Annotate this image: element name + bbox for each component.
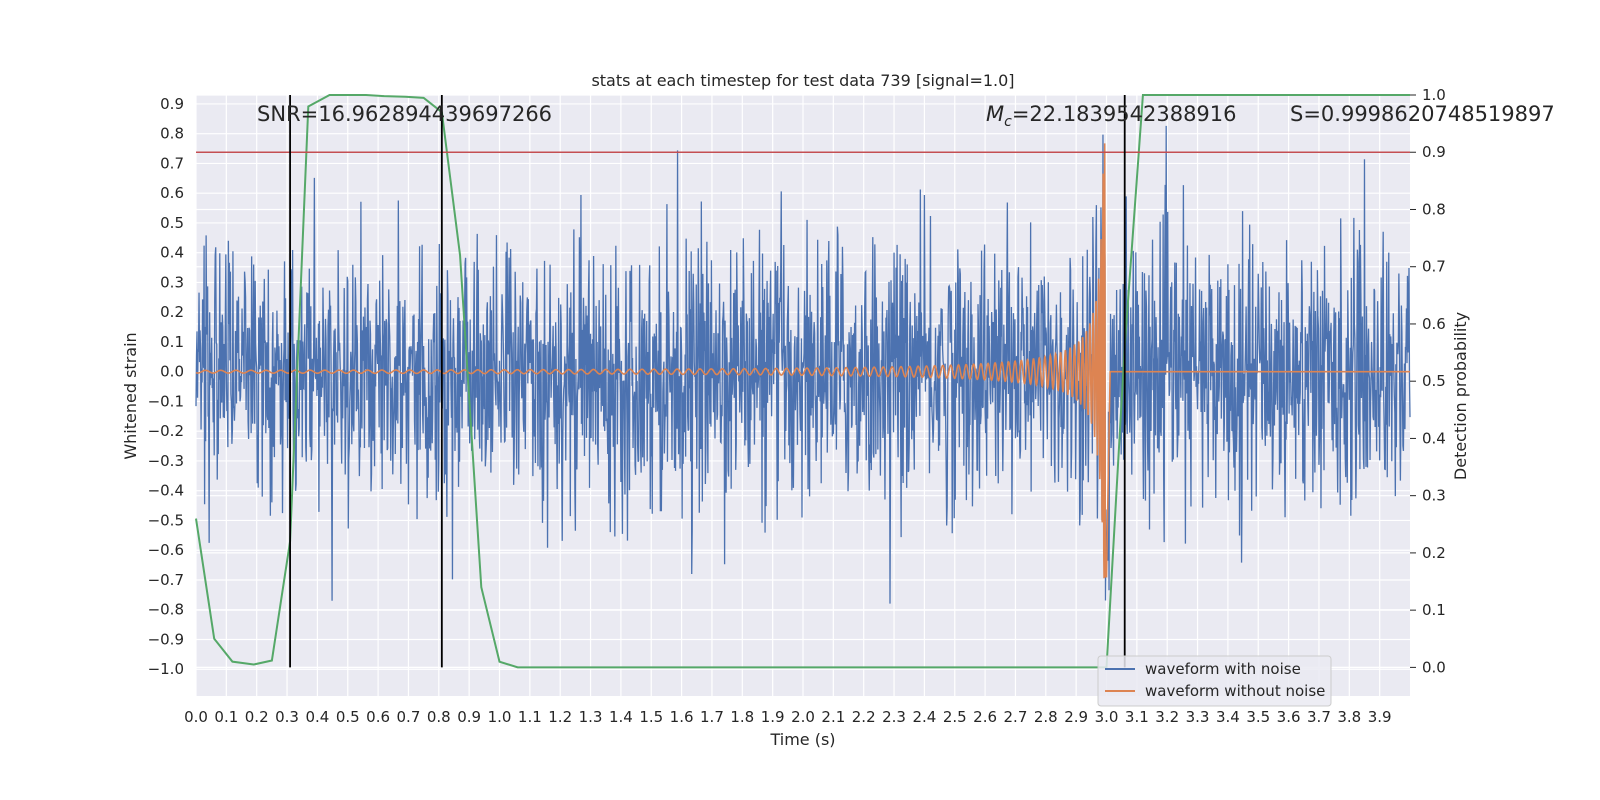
- y-left-tick-label: −1.0: [148, 660, 184, 678]
- x-tick-label: 3.2: [1155, 708, 1179, 726]
- mc-value: =22.1839542388916: [1012, 102, 1237, 126]
- x-tick-label: 2.9: [1064, 708, 1088, 726]
- y-left-tick-label: 0.6: [160, 184, 184, 202]
- x-tick-label: 3.0: [1095, 708, 1119, 726]
- y-left-tick-label: −0.2: [148, 422, 184, 440]
- probability-line: [195, 94, 1410, 669]
- y-left-tick-label: 0.3: [160, 273, 184, 291]
- x-tick-label: 3.1: [1125, 708, 1149, 726]
- x-tick-label: 1.5: [639, 708, 663, 726]
- x-tick-label: 1.4: [609, 708, 633, 726]
- x-tick-label: 3.9: [1368, 708, 1392, 726]
- noise-line: [195, 125, 1411, 604]
- x-tick-label: 1.1: [518, 708, 542, 726]
- x-tick-label: 1.6: [670, 708, 694, 726]
- y-left-tick-label: −0.5: [148, 511, 184, 529]
- vertical-markers: [289, 95, 1126, 668]
- x-tick-label: 2.4: [912, 708, 936, 726]
- mc-annotation: Mc=22.1839542388916: [986, 102, 1237, 130]
- y-right-tick-label: 0.5: [1422, 372, 1446, 390]
- x-tick-label: 0.1: [214, 708, 238, 726]
- y-right-tick-label: 0.1: [1422, 601, 1446, 619]
- y-right-tick-label: 0.8: [1422, 200, 1446, 218]
- y-left-tick-label: 0.4: [160, 244, 184, 262]
- x-tick-label: 0.8: [427, 708, 451, 726]
- y-left-tick-label: 0.1: [160, 333, 184, 351]
- chart-title: stats at each timestep for test data 739…: [591, 71, 1014, 90]
- y-right-tick-label: 1.0: [1422, 86, 1446, 104]
- series-waveform-without-noise: [195, 143, 1410, 579]
- series-detection-probability: [195, 94, 1410, 669]
- y-right-tick-labels: 1.0 0.9 0.8 0.7 0.6 0.5 0.4 0.3 0.2 0.1 0.0: [1410, 86, 1446, 676]
- y-right-tick-label: 0.6: [1422, 315, 1446, 333]
- y-left-tick-label: −0.3: [148, 452, 184, 470]
- s-annotation: S=0.9998620748519897: [1290, 102, 1555, 126]
- legend-label-noise: waveform with noise: [1145, 660, 1301, 678]
- x-tick-label: 0.7: [397, 708, 421, 726]
- x-tick-label: 0.3: [275, 708, 299, 726]
- y-left-tick-label: 0.0: [160, 363, 184, 381]
- legend-box: [1097, 655, 1332, 707]
- y-right-axis-label: Detection probability: [1451, 312, 1470, 480]
- x-tick-label: 2.3: [882, 708, 906, 726]
- x-tick-label: 3.8: [1337, 708, 1361, 726]
- x-tick-label: 2.0: [791, 708, 815, 726]
- y-left-tick-label: −0.4: [148, 482, 184, 500]
- x-tick-label: 3.6: [1277, 708, 1301, 726]
- x-tick-label: 1.2: [548, 708, 572, 726]
- y-right-tick-label: 0.2: [1422, 544, 1446, 562]
- y-left-tick-labels: 0.9 0.8 0.7 0.6 0.5 0.4 0.3 0.2 0.1 0.0 −0.1 −0.2 −0…: [148, 95, 184, 678]
- legend-label-chirp: waveform without noise: [1145, 682, 1325, 700]
- x-tick-label: 1.3: [579, 708, 603, 726]
- x-tick-label: 1.8: [730, 708, 754, 726]
- x-tick-label: 3.3: [1186, 708, 1210, 726]
- series-waveform-with-noise: [195, 125, 1411, 604]
- y-right-tick-label: 0.0: [1422, 658, 1446, 676]
- y-right-tick-label: 0.3: [1422, 487, 1446, 505]
- chirp-line: [195, 143, 1410, 579]
- x-tick-label: 0.4: [305, 708, 329, 726]
- x-tick-label: 1.0: [488, 708, 512, 726]
- x-tick-labels: 0.0 0.1 0.2 0.3 0.4 0.5 0.6 0.7 0.8 0.9 1.0 1.1 1.2 1…: [184, 708, 1392, 726]
- y-left-tick-label: −0.9: [148, 630, 184, 648]
- y-right-tick-label: 0.7: [1422, 258, 1446, 276]
- x-tick-label: 2.7: [1004, 708, 1028, 726]
- x-tick-label: 3.5: [1246, 708, 1270, 726]
- y-left-tick-label: 0.9: [160, 95, 184, 113]
- x-tick-label: 0.2: [245, 708, 269, 726]
- mc-subscript: c: [1004, 114, 1012, 130]
- x-tick-label: 0.5: [336, 708, 360, 726]
- y-left-tick-label: −0.1: [148, 392, 184, 410]
- x-tick-label: 1.9: [761, 708, 785, 726]
- x-tick-label: 3.4: [1216, 708, 1240, 726]
- y-right-tick-label: 0.4: [1422, 429, 1446, 447]
- y-left-tick-label: 0.5: [160, 214, 184, 232]
- legend: waveform with noise waveform without noi…: [1097, 655, 1332, 707]
- x-tick-label: 1.7: [700, 708, 724, 726]
- y-left-tick-label: 0.7: [160, 154, 184, 172]
- x-axis-label: Time (s): [769, 730, 835, 749]
- y-left-axis-label: Whitened strain: [121, 332, 140, 459]
- x-tick-label: 3.7: [1307, 708, 1331, 726]
- x-tick-label: 0.9: [457, 708, 481, 726]
- x-tick-label: 2.1: [821, 708, 845, 726]
- x-tick-label: 2.5: [943, 708, 967, 726]
- y-left-tick-label: −0.7: [148, 571, 184, 589]
- snr-annotation: SNR=16.962894439697266: [257, 102, 552, 126]
- x-tick-label: 2.6: [973, 708, 997, 726]
- x-tick-label: 2.2: [852, 708, 876, 726]
- x-tick-label: 0.0: [184, 708, 208, 726]
- y-left-tick-label: −0.6: [148, 541, 184, 559]
- y-left-tick-label: −0.8: [148, 601, 184, 619]
- x-tick-label: 2.8: [1034, 708, 1058, 726]
- y-left-tick-label: 0.2: [160, 303, 184, 321]
- mc-symbol: M: [986, 102, 1004, 126]
- x-tick-label: 0.6: [366, 708, 390, 726]
- y-left-tick-label: 0.8: [160, 125, 184, 143]
- y-right-tick-label: 0.9: [1422, 143, 1446, 161]
